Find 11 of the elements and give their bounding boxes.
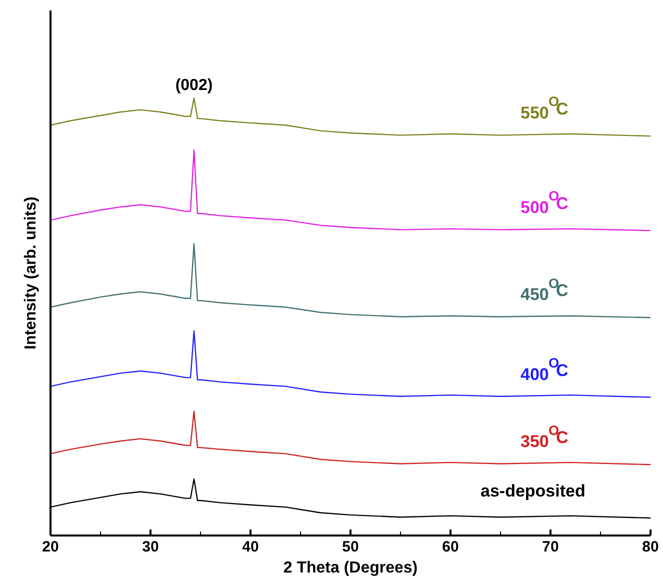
annotation: (002) <box>175 77 213 94</box>
x-tick-label: 70 <box>542 538 559 556</box>
x-tick-label: 50 <box>342 538 359 556</box>
series-label: as-deposited <box>480 482 586 500</box>
x-tick-label: 60 <box>442 538 459 556</box>
x-tick-label: 40 <box>242 538 259 556</box>
x-tick-label: 30 <box>142 538 159 556</box>
x-axis-title: 2 Theta (Degrees) <box>283 560 418 576</box>
x-tick-label: 80 <box>642 538 659 556</box>
x-tick-label: 20 <box>42 538 59 556</box>
y-axis-title: Intensity (arb. units) <box>22 196 40 350</box>
